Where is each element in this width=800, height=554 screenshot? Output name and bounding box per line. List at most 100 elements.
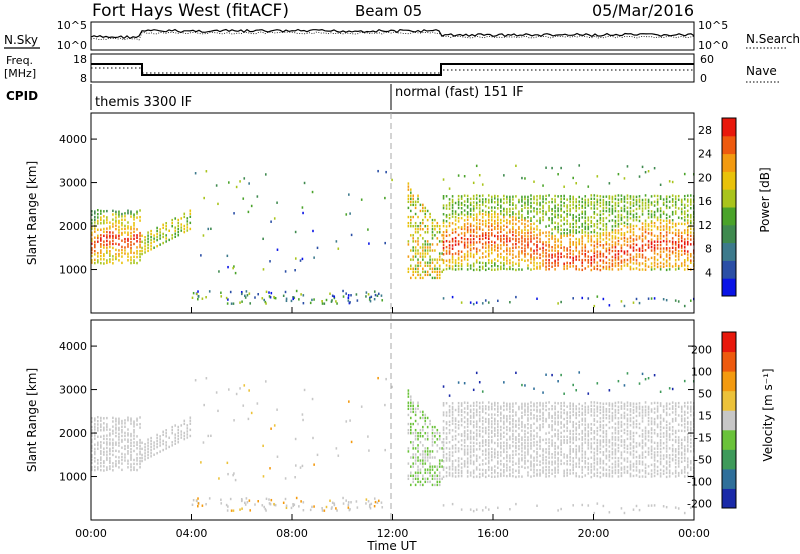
velocity-cell [683,456,686,460]
power-cell [97,234,99,237]
power-cell [539,229,541,232]
velocity-cell [345,420,348,423]
power-cell [524,206,526,209]
freq-panel-frame [90,53,695,83]
velocity-cell [524,439,526,442]
velocity-cell [422,413,424,417]
power-cell [521,216,523,219]
power-cell [653,267,656,271]
velocity-cell [560,401,562,405]
power-cell [686,219,689,222]
velocity-cell [563,425,565,428]
velocity-cell [623,431,626,435]
velocity-cell [593,401,596,404]
velocity-cell [599,423,602,427]
velocity-cell [617,411,620,415]
velocity-cell [686,426,689,429]
velocity-cell [481,408,484,411]
power-cell [644,262,647,266]
velocity-cell [635,442,638,445]
velocity-cell [147,453,149,457]
velocity-cell [632,445,635,448]
velocity-cell [239,508,241,511]
power-cell [365,295,367,298]
power-cell [635,238,638,241]
velocity-cell [91,458,93,461]
power-cell [635,215,638,219]
power-cell [515,234,517,238]
power-cell [177,234,180,237]
power-cell [451,261,454,264]
power-cell [414,267,417,270]
power-cell [497,198,499,201]
velocity-cell [509,435,511,439]
power-cell [273,295,275,299]
power-cell [575,222,578,225]
velocity-cell [239,387,241,390]
power-cell [686,215,689,219]
velocity-cell [469,420,472,423]
velocity-cell [503,408,505,412]
velocity-cell [620,405,623,408]
power-cell [683,172,686,176]
velocity-cell [429,468,431,471]
power-cell [302,294,305,297]
power-cell [527,212,529,215]
velocity-cell [572,436,574,439]
power-cell [683,264,686,267]
velocity-cell [554,413,556,417]
power-cell [623,224,626,228]
power-cell [518,258,520,262]
power-cell [596,261,599,264]
velocity-cell [409,471,412,474]
power-cell [626,206,629,209]
power-cell [623,177,626,180]
velocity-cell [620,407,623,410]
velocity-cell [500,451,502,454]
velocity-cell [133,466,135,469]
power-cell [419,255,422,258]
power-cell [469,264,472,267]
power-cell [463,253,466,256]
velocity-cell [373,497,376,500]
power-cell [578,238,581,241]
velocity-cell [605,457,608,460]
power-cell [472,197,475,200]
velocity-cell [144,449,146,452]
velocity-cell [457,401,460,405]
power-cell [647,265,650,268]
velocity-cell [605,474,608,478]
velocity-cell [454,430,457,433]
velocity-cell [617,420,620,424]
velocity-cell [144,452,146,455]
power-cell [629,240,632,243]
power-cell [602,265,605,269]
power-cell [487,267,490,270]
velocity-cell [593,474,596,477]
power-cell [457,261,460,265]
power-cell [653,210,656,214]
velocity-cell [596,463,599,466]
power-cell [127,221,129,224]
velocity-cell [500,474,502,478]
velocity-cell [103,428,105,432]
velocity-cell [445,421,448,424]
velocity-cell [472,444,475,448]
velocity-cell [448,447,451,450]
power-cell [106,259,108,262]
velocity-cell [539,436,541,439]
velocity-cell [617,460,620,463]
power-cell [689,261,692,264]
velocity-cell [563,401,565,405]
power-cell [509,195,511,199]
power-cell [215,184,218,187]
power-cell [539,203,541,207]
velocity-cell [434,477,436,481]
velocity-cell [91,465,93,469]
velocity-cell [611,402,614,406]
power-cell [530,258,532,261]
velocity-cell [270,498,273,502]
velocity-cell [115,441,117,444]
power-cell [566,232,568,235]
